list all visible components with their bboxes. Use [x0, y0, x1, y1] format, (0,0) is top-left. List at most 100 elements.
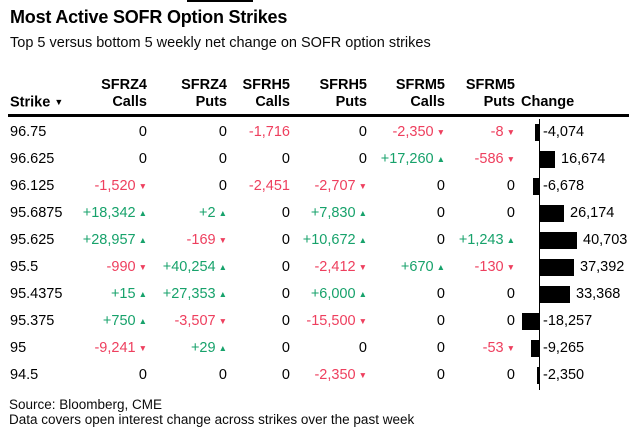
cropped-top-bar-artifact: [187, 0, 253, 2]
strike-value: 96.625: [10, 151, 55, 167]
down-arrow-icon: ▼: [506, 153, 515, 164]
contract-label: SFRM5: [465, 77, 515, 93]
up-arrow-icon: ▲: [218, 207, 227, 218]
down-arrow-icon: ▼: [138, 261, 147, 272]
change-value-label: 16,674: [561, 151, 606, 167]
up-arrow-icon: ▲: [218, 288, 227, 299]
net-change-cell: 0: [138, 124, 147, 140]
net-change-cell: +670 ▲: [400, 259, 445, 275]
net-change-cell: 0: [218, 178, 227, 194]
up-arrow-icon: ▲: [138, 207, 147, 218]
table-row: 96.75 0 0 -1,716 0 -2,350 ▼ -8 ▼ -4,074: [0, 119, 637, 146]
table-row: 96.625 0 0 0 0 +17,260 ▲ -586 ▼ 16,674: [0, 146, 637, 173]
option-type-label: Calls: [255, 94, 290, 110]
up-arrow-icon: ▲: [358, 288, 367, 299]
strike-value: 94.5: [10, 367, 39, 383]
down-arrow-icon: ▼: [358, 369, 367, 380]
net-change-cell: 0: [218, 151, 227, 167]
change-bar: [540, 205, 564, 222]
net-change-cell: 0: [358, 151, 367, 167]
source-line: Source: Bloomberg, CME: [9, 397, 163, 412]
column-header-sfrh5-calls: SFRH5 Calls: [180, 77, 290, 111]
net-change-cell: -1,520 ▼: [94, 178, 147, 194]
up-arrow-icon: ▲: [138, 315, 147, 326]
net-change-cell: 0: [506, 286, 515, 302]
column-header-sfrm5-calls: SFRM5 Calls: [335, 77, 445, 111]
net-change-cell: 0: [218, 367, 227, 383]
net-change-cell: +1,243 ▲: [458, 232, 515, 248]
net-change-cell: 0: [138, 367, 147, 383]
net-change-cell: -2,350 ▼: [314, 367, 367, 383]
column-header-sfrh5-puts: SFRH5 Puts: [257, 77, 367, 111]
net-change-cell: 0: [281, 151, 290, 167]
change-bar: [537, 367, 539, 384]
strike-value: 95.6875: [10, 205, 63, 221]
down-arrow-icon: ▼: [218, 234, 227, 245]
table-row: 95.375 +750 ▲ -3,507 ▼ 0 -15,500 ▼ 0 0 -18,257: [0, 308, 637, 335]
net-change-cell: -2,707 ▼: [314, 178, 367, 194]
net-change-cell: -169 ▼: [186, 232, 227, 248]
down-arrow-icon: ▼: [218, 315, 227, 326]
change-bar: [540, 286, 570, 303]
down-arrow-icon: ▼: [358, 261, 367, 272]
net-change-cell: -2,350 ▼: [392, 124, 445, 140]
net-change-cell: 0: [281, 232, 290, 248]
option-type-label: Puts: [335, 94, 367, 110]
net-change-cell: +27,353 ▲: [162, 286, 227, 302]
up-arrow-icon: ▲: [358, 207, 367, 218]
net-change-cell: 0: [436, 178, 445, 194]
up-arrow-icon: ▲: [138, 288, 147, 299]
change-value-label: 33,368: [576, 286, 621, 302]
net-change-cell: -2,451: [248, 178, 290, 194]
option-type-label: Calls: [410, 94, 445, 110]
strike-header-label: Strike: [10, 94, 51, 111]
table-row: 94.5 0 0 0 -2,350 ▼ 0 0 -2,350: [0, 362, 637, 389]
up-arrow-icon: ▲: [436, 261, 445, 272]
change-value-label: -2,350: [543, 367, 585, 383]
net-change-cell: 0: [506, 178, 515, 194]
change-value-label: -9,265: [543, 340, 585, 356]
change-value-label: -6,678: [543, 178, 585, 194]
net-change-cell: +18,342 ▲: [82, 205, 147, 221]
up-arrow-icon: ▲: [218, 261, 227, 272]
table-row: 95.625 +28,957 ▲ -169 ▼ 0 +10,672 ▲ 0 +1,243 ▲ 40,7…: [0, 227, 637, 254]
net-change-cell: +29 ▲: [190, 340, 227, 356]
up-arrow-icon: ▲: [358, 234, 367, 245]
change-value-label: 40,703: [583, 232, 628, 248]
column-header-sfrz4-calls: SFRZ4 Calls: [37, 77, 147, 111]
down-arrow-icon: ▼: [358, 315, 367, 326]
change-value-label: -18,257: [543, 313, 593, 329]
sort-descending-icon: ▼: [54, 97, 64, 107]
net-change-cell: 0: [281, 313, 290, 329]
net-change-cell: +750 ▲: [102, 313, 147, 329]
change-bar: [540, 232, 577, 249]
net-change-cell: -2,412 ▼: [314, 259, 367, 275]
up-arrow-icon: ▲: [138, 234, 147, 245]
net-change-cell: +6,000 ▲: [310, 286, 367, 302]
net-change-cell: -990 ▼: [106, 259, 147, 275]
strike-value: 95.625: [10, 232, 55, 248]
strike-value: 96.75: [10, 124, 47, 140]
up-arrow-icon: ▲: [506, 234, 515, 245]
net-change-cell: 0: [218, 124, 227, 140]
down-arrow-icon: ▼: [506, 126, 515, 137]
strike-value: 95: [10, 340, 27, 356]
down-arrow-icon: ▼: [138, 342, 147, 353]
option-type-label: Puts: [195, 94, 227, 110]
net-change-cell: -9,241 ▼: [94, 340, 147, 356]
up-arrow-icon: ▲: [218, 342, 227, 353]
net-change-cell: 0: [281, 205, 290, 221]
change-value-label: 26,174: [570, 205, 615, 221]
change-value-label: -4,074: [543, 124, 585, 140]
net-change-cell: +40,254 ▲: [162, 259, 227, 275]
option-type-label: Calls: [112, 94, 147, 110]
chart-title: Most Active SOFR Option Strikes: [10, 7, 288, 27]
net-change-cell: -8 ▼: [490, 124, 515, 140]
contract-label: SFRZ4: [101, 77, 147, 93]
net-change-cell: +7,830 ▲: [310, 205, 367, 221]
net-change-cell: +28,957 ▲: [82, 232, 147, 248]
net-change-cell: -3,507 ▼: [174, 313, 227, 329]
net-change-cell: 0: [436, 340, 445, 356]
net-change-cell: +15 ▲: [110, 286, 147, 302]
